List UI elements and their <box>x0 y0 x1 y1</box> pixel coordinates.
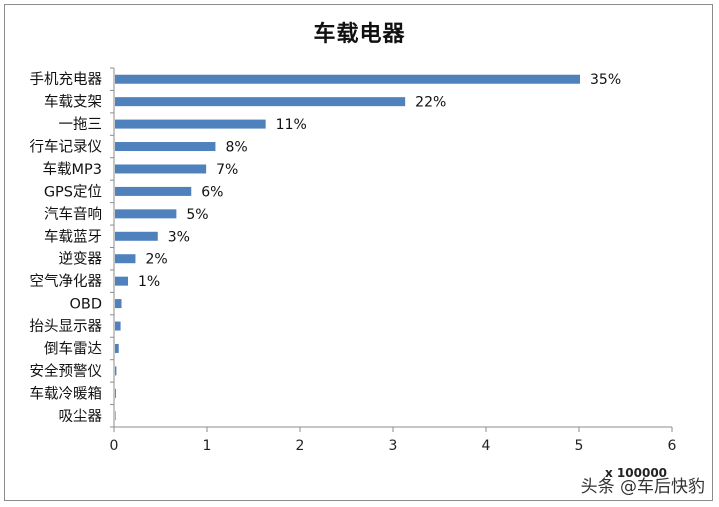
x-tick-label: 1 <box>203 438 212 454</box>
category-label: 汽车音响 <box>44 206 102 223</box>
bar <box>115 343 119 353</box>
data-label: 2% <box>145 252 167 268</box>
x-axis-label: x 100000 <box>605 466 667 480</box>
bar <box>115 142 216 152</box>
x-tick-label: 5 <box>575 438 584 454</box>
bar <box>115 388 116 398</box>
bar <box>115 299 122 309</box>
category-label: 逆变器 <box>59 251 103 268</box>
data-label: 11% <box>276 117 307 133</box>
bar <box>115 411 116 421</box>
bar <box>115 97 406 107</box>
bar <box>115 276 129 286</box>
data-label: 5% <box>186 207 208 223</box>
bar <box>115 209 177 219</box>
category-label: 车载MP3 <box>43 161 102 178</box>
category-label: 抬头显示器 <box>30 318 103 335</box>
category-label: 一拖三 <box>59 116 103 133</box>
bar <box>115 254 136 264</box>
category-label: 安全预警仪 <box>30 362 103 380</box>
bar <box>115 186 192 196</box>
data-label: 3% <box>168 229 190 245</box>
x-tick-label: 3 <box>389 438 398 454</box>
category-label: 车载支架 <box>44 94 102 111</box>
x-tick-label: 6 <box>668 438 677 454</box>
category-label: 车载蓝牙 <box>44 228 102 245</box>
chart-frame <box>4 4 713 501</box>
category-label: 空气净化器 <box>30 273 103 290</box>
category-label: 车载冷暖箱 <box>30 385 103 402</box>
bar <box>115 119 266 129</box>
data-label: 22% <box>415 95 446 111</box>
data-label: 35% <box>590 72 621 88</box>
bar <box>115 164 207 174</box>
data-label: 6% <box>201 184 223 200</box>
x-tick-label: 0 <box>110 438 119 454</box>
category-label: GPS定位 <box>44 183 102 200</box>
category-label: 吸尘器 <box>59 408 103 425</box>
chart-title: 车载电器 <box>313 22 406 47</box>
x-tick-label: 2 <box>296 438 305 454</box>
bar <box>115 366 117 376</box>
data-label: 1% <box>138 274 160 290</box>
bar <box>115 231 158 241</box>
category-label: 倒车雷达 <box>44 340 102 357</box>
x-tick-label: 4 <box>482 438 491 454</box>
bar <box>115 321 121 331</box>
data-label: 7% <box>216 162 238 178</box>
bar <box>115 74 580 84</box>
data-label: 8% <box>225 140 247 156</box>
watermark: 头条 @车后快豹 <box>580 477 705 497</box>
category-label: 手机充电器 <box>30 71 103 88</box>
category-label: 行车记录仪 <box>30 139 103 156</box>
category-label: OBD <box>69 297 102 313</box>
